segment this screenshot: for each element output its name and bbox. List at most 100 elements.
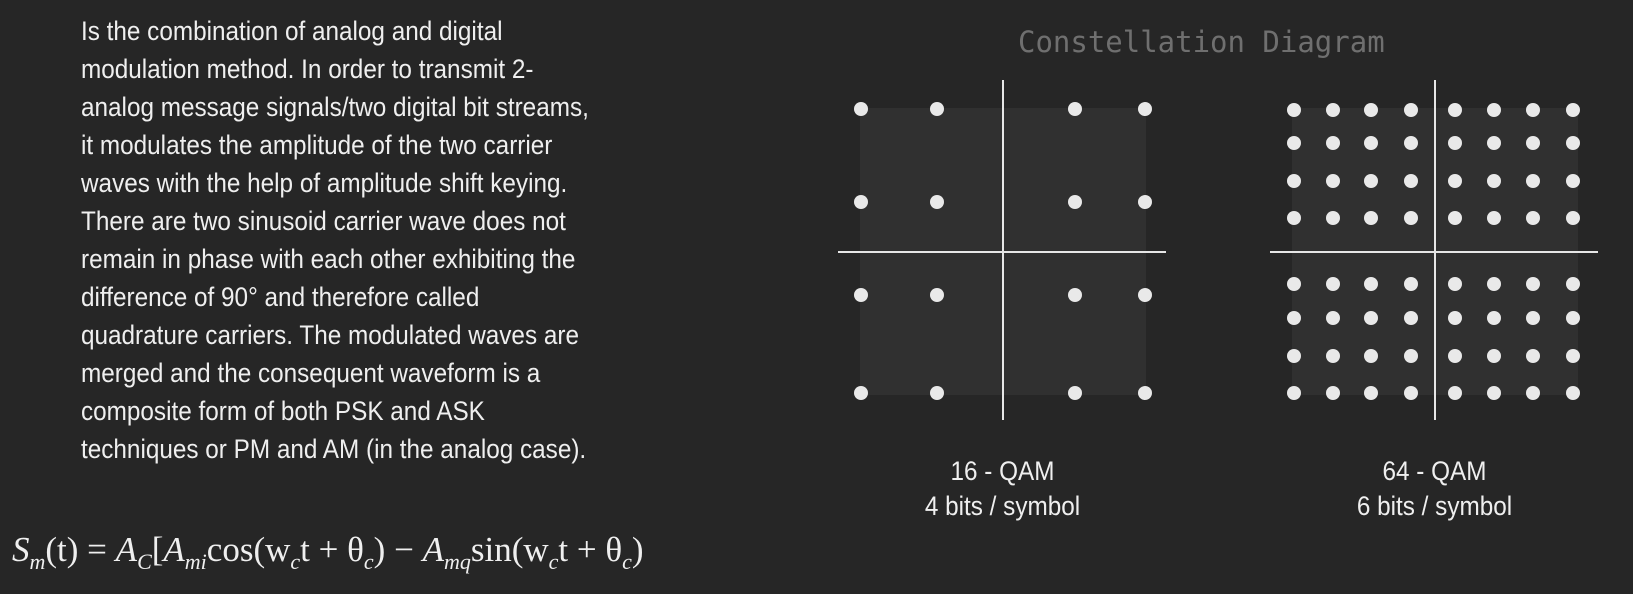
qam64-symbol-point	[1448, 311, 1462, 325]
qam64-symbol-point	[1566, 349, 1580, 363]
qam64-symbol-point	[1487, 174, 1501, 188]
qam16-symbol-point	[930, 288, 944, 302]
formula-sub-c: c	[290, 549, 301, 574]
qam16-symbol-point	[1068, 195, 1082, 209]
qam64-symbol-point	[1326, 277, 1340, 291]
diagram-title: Constellation Diagram	[1018, 25, 1385, 59]
qam64-symbol-point	[1404, 349, 1418, 363]
qam64-symbol-point	[1364, 136, 1378, 150]
formula-arg: (w	[253, 530, 291, 569]
qam64-symbol-point	[1287, 311, 1301, 325]
qam64-symbol-point	[1448, 386, 1462, 400]
qam64-symbol-point	[1526, 174, 1540, 188]
qam64-symbol-point	[1326, 136, 1340, 150]
qam16-symbol-point	[1068, 102, 1082, 116]
qam64-symbol-point	[1287, 277, 1301, 291]
formula-close: )	[373, 530, 386, 569]
qam64-label: 64 - QAM	[1382, 456, 1487, 486]
description-line: Is the combination of analog and digital	[81, 16, 503, 46]
qam64-symbol-point	[1326, 174, 1340, 188]
formula-a: A	[163, 530, 185, 569]
qam64-symbol-point	[1326, 386, 1340, 400]
qam64-symbol-point	[1364, 174, 1378, 188]
qam64-symbol-point	[1566, 277, 1580, 291]
description-line: modulation method. In order to transmit …	[81, 54, 534, 84]
qam64-symbol-point	[1566, 174, 1580, 188]
qam64-symbol-point	[1526, 277, 1540, 291]
description-line: waves with the help of amplitude shift k…	[81, 168, 568, 198]
formula-s: S	[12, 530, 30, 569]
qam64-symbol-point	[1448, 136, 1462, 150]
qam64-symbol-point	[1326, 211, 1340, 225]
qam64-symbol-point	[1487, 349, 1501, 363]
qam16-symbol-point	[930, 195, 944, 209]
qam64-symbol-point	[1448, 277, 1462, 291]
qam64-symbol-point	[1287, 174, 1301, 188]
qam64-symbol-point	[1364, 386, 1378, 400]
description-line: difference of 90° and therefore called	[81, 282, 480, 312]
qam64-symbol-point	[1487, 103, 1501, 117]
qam-formula: Sm(t) = AC[Amicos(wct + θc) − Amqsin(wct…	[12, 530, 644, 575]
formula-sub-c: c	[548, 549, 559, 574]
qam64-symbol-point	[1404, 211, 1418, 225]
formula-t-theta: t + θ	[300, 530, 364, 569]
qam64-symbol-point	[1526, 103, 1540, 117]
qam64-symbol-point	[1566, 136, 1580, 150]
qam64-symbol-point	[1448, 174, 1462, 188]
description-line: quadrature carriers. The modulated waves…	[81, 320, 579, 350]
description-line: merged and the consequent waveform is a	[81, 358, 541, 388]
qam64-symbol-point	[1566, 103, 1580, 117]
qam64-symbol-point	[1526, 136, 1540, 150]
formula-arg: (w	[511, 530, 549, 569]
formula-t-theta: t + θ	[558, 530, 623, 569]
qam64-symbol-point	[1287, 349, 1301, 363]
formula-sin: sin	[470, 530, 512, 569]
formula-cos: cos	[206, 530, 254, 569]
description-line: composite form of both PSK and ASK	[81, 396, 485, 426]
description-line: it modulates the amplitude of the two ca…	[81, 130, 553, 160]
qam64-symbol-point	[1526, 349, 1540, 363]
description-text: Is the combination of analog and digital…	[81, 12, 639, 468]
formula-a: A	[115, 530, 138, 569]
qam64-symbol-point	[1487, 211, 1501, 225]
formula-close: )	[631, 530, 644, 569]
formula-sub-c: c	[363, 549, 374, 574]
formula-sub-c: C	[137, 549, 152, 574]
description-line: techniques or PM and AM (in the analog c…	[81, 434, 587, 464]
qam64-symbol-point	[1487, 136, 1501, 150]
qam16-symbol-point	[854, 195, 868, 209]
qam64-symbol-point	[1404, 136, 1418, 150]
qam64-symbol-point	[1487, 386, 1501, 400]
qam16-symbol-point	[854, 288, 868, 302]
qam64-symbol-point	[1287, 136, 1301, 150]
qam64-symbol-point	[1326, 349, 1340, 363]
qam64-symbol-point	[1448, 211, 1462, 225]
qam64-symbol-point	[1487, 311, 1501, 325]
formula-a: A	[422, 530, 444, 569]
qam16-symbol-point	[854, 386, 868, 400]
qam64-symbol-point	[1404, 386, 1418, 400]
formula-sub-c: c	[622, 549, 632, 574]
qam64-symbol-point	[1566, 386, 1580, 400]
qam64-symbol-point	[1566, 211, 1580, 225]
qam64-symbol-point	[1287, 211, 1301, 225]
qam64-symbol-point	[1404, 277, 1418, 291]
qam64-symbol-point	[1364, 349, 1378, 363]
qam64-symbol-point	[1404, 174, 1418, 188]
formula-minus: −	[385, 530, 423, 569]
qam64-symbol-point	[1404, 103, 1418, 117]
qam64-symbol-point	[1364, 311, 1378, 325]
qam64-symbol-point	[1526, 311, 1540, 325]
formula-sub-mq: mq	[443, 549, 471, 574]
description-line: analog message signals/two digital bit s…	[81, 92, 589, 122]
qam64-symbol-point	[1364, 277, 1378, 291]
qam16-symbol-point	[930, 102, 944, 116]
qam64-symbol-point	[1326, 103, 1340, 117]
qam16-symbol-point	[1068, 386, 1082, 400]
qam64-sublabel: 6 bits / symbol	[1356, 491, 1513, 521]
qam64-symbol-point	[1326, 311, 1340, 325]
qam16-symbol-point	[1068, 288, 1082, 302]
formula-sub-m: m	[29, 549, 46, 574]
qam16-symbol-point	[1138, 288, 1152, 302]
